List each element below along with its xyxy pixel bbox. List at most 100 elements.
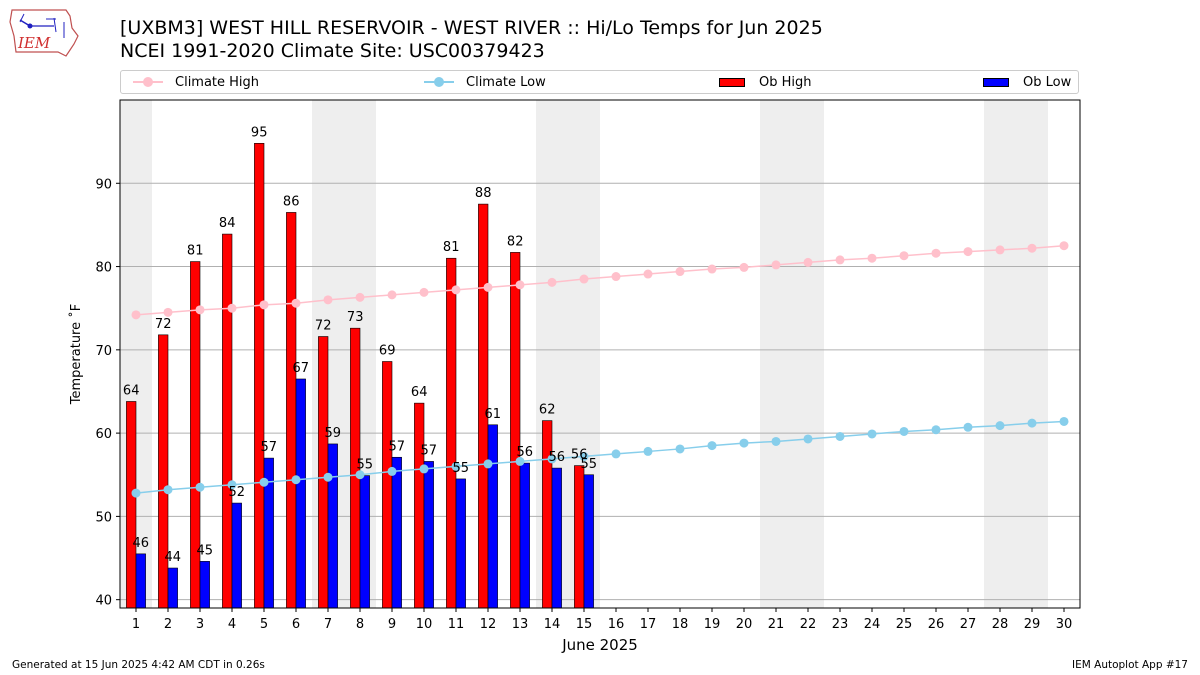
x-tick-label-9: 9	[388, 617, 396, 632]
ob-high-label-day-3: 81	[187, 244, 204, 259]
climate-high-point-day-4	[227, 303, 237, 313]
ob-low-label-day-2: 44	[165, 550, 182, 565]
climate-low-point-day-8	[355, 470, 365, 480]
climate-low-point-day-29	[1027, 418, 1037, 428]
ob-high-label-day-6: 86	[283, 194, 300, 209]
climate-high-point-day-3	[195, 305, 205, 315]
climate-high-point-day-26	[931, 248, 941, 258]
climate-low-point-day-19	[707, 441, 717, 451]
ob-low-label-day-6: 67	[293, 361, 310, 376]
x-tick-label-13: 13	[512, 617, 529, 632]
ob-high-label-day-4: 84	[219, 216, 236, 231]
climate-high-point-day-13	[515, 280, 525, 290]
climate-high-point-day-22	[803, 257, 813, 267]
legend-swatch-ob-low	[983, 77, 1009, 87]
ob-low-label-day-12: 61	[485, 407, 502, 422]
ob-high-bar-day-4	[222, 233, 233, 609]
legend-line-climate-low	[424, 77, 454, 87]
ob-low-label-day-8: 55	[357, 458, 374, 473]
x-tick-label-19: 19	[704, 617, 721, 632]
climate-high-point-day-6	[291, 298, 301, 308]
climate-high-point-day-20	[739, 262, 749, 272]
climate-high-point-day-23	[835, 255, 845, 265]
climate-high-point-day-7	[323, 295, 333, 305]
ob-high-bar-day-14	[542, 420, 553, 609]
ob-low-label-day-4: 52	[229, 485, 246, 500]
ob-high-bar-day-2	[158, 334, 169, 609]
climate-high-point-day-12	[483, 282, 493, 292]
plot-frame	[119, 99, 1081, 609]
y-tick-label-90: 90	[95, 177, 112, 192]
climate-low-point-day-6	[291, 475, 301, 485]
legend-item-climate-low: Climate Low	[424, 71, 546, 93]
x-tick-label-26: 26	[928, 617, 945, 632]
climate-high-point-day-29	[1027, 243, 1037, 253]
ob-low-bar-day-7	[327, 443, 338, 609]
svg-text:IEM: IEM	[17, 34, 51, 52]
climate-low-point-day-14	[547, 454, 557, 464]
ob-low-bar-day-15	[583, 474, 594, 609]
chart-subtitle: NCEI 1991-2020 Climate Site: USC00379423	[120, 40, 545, 62]
ob-low-bar-day-11	[455, 478, 466, 609]
ob-low-bar-day-10	[423, 461, 434, 609]
x-tick-label-23: 23	[832, 617, 849, 632]
x-tick-label-27: 27	[960, 617, 977, 632]
climate-low-point-day-25	[899, 426, 909, 436]
chart-legend: Climate High Climate Low Ob High Ob Low	[120, 70, 1079, 94]
climate-high-line	[135, 244, 1065, 316]
y-tick-label-70: 70	[95, 344, 112, 359]
legend-label-ob-high: Ob High	[759, 74, 812, 90]
ob-low-bar-day-3	[199, 561, 210, 609]
x-tick-label-10: 10	[416, 617, 433, 632]
x-tick-label-1: 1	[132, 617, 140, 632]
x-tick-label-3: 3	[196, 617, 204, 632]
climate-low-point-day-2	[163, 485, 173, 495]
climate-high-point-day-11	[451, 285, 461, 295]
climate-low-point-day-27	[963, 422, 973, 432]
ob-low-label-day-9: 57	[389, 439, 406, 454]
ob-low-label-day-1: 46	[133, 536, 150, 551]
climate-low-point-day-24	[867, 429, 877, 439]
climate-high-point-day-24	[867, 253, 877, 263]
generated-footer: Generated at 15 Jun 2025 4:42 AM CDT in …	[12, 659, 265, 671]
x-tick-label-6: 6	[292, 617, 300, 632]
climate-low-line	[135, 420, 1065, 494]
climate-low-point-day-15	[579, 451, 589, 461]
x-tick-label-15: 15	[576, 617, 593, 632]
ob-low-bar-day-4	[231, 502, 242, 609]
ob-low-label-day-7: 59	[325, 426, 342, 441]
ob-high-label-day-1: 64	[123, 383, 140, 398]
y-tick-label-40: 40	[95, 594, 112, 609]
x-axis-label: June 2025	[561, 636, 638, 654]
iem-logo-graphic: IEM	[9, 9, 79, 57]
ob-high-bar-day-13	[510, 252, 521, 609]
ob-low-label-day-5: 57	[261, 440, 278, 455]
ob-low-bar-day-6	[295, 378, 306, 609]
climate-high-point-day-17	[643, 269, 653, 279]
ob-high-label-day-13: 82	[507, 234, 524, 249]
ob-high-bar-day-15	[574, 465, 585, 609]
x-tick-label-29: 29	[1024, 617, 1041, 632]
climate-low-point-day-3	[195, 482, 205, 492]
ob-low-label-day-11: 55	[453, 461, 470, 476]
x-tick-label-18: 18	[672, 617, 689, 632]
climate-high-point-day-1	[131, 310, 141, 320]
ob-high-bar-day-11	[446, 257, 457, 609]
x-tick-label-22: 22	[800, 617, 817, 632]
climate-high-point-day-16	[611, 272, 621, 282]
climate-low-point-day-23	[835, 431, 845, 441]
weekend-shade-4	[760, 100, 824, 608]
legend-swatch-ob-high	[719, 77, 745, 87]
iem-logo: IEM	[8, 6, 80, 58]
ob-high-bar-day-10	[414, 402, 425, 609]
ob-high-bar-day-5	[254, 143, 265, 609]
x-tick-label-5: 5	[260, 617, 268, 632]
legend-item-climate-high: Climate High	[133, 71, 259, 93]
x-tick-label-11: 11	[448, 617, 465, 632]
ob-low-bar-day-2	[167, 567, 178, 609]
y-tick-label-50: 50	[95, 510, 112, 525]
ob-low-bar-day-14	[551, 467, 562, 609]
ob-low-label-day-13: 56	[517, 445, 534, 460]
climate-high-point-day-25	[899, 251, 909, 261]
